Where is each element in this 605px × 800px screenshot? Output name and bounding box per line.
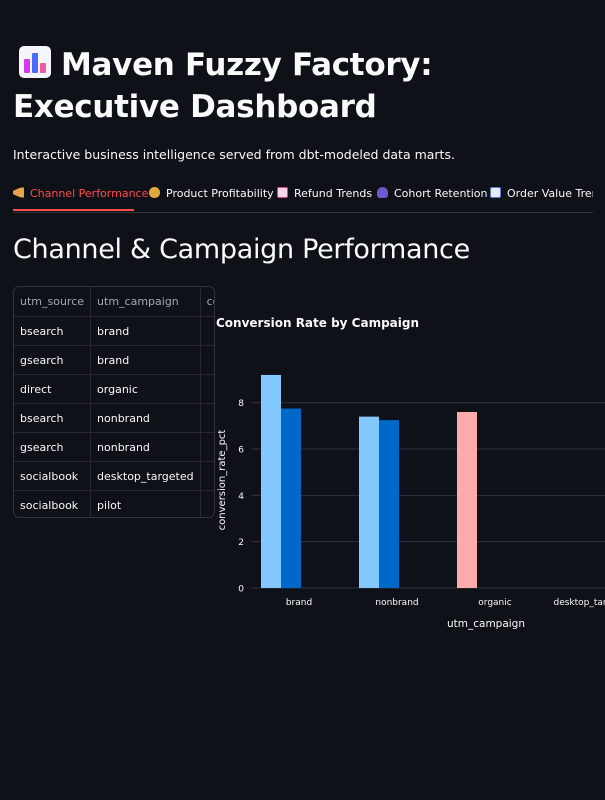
y-tick-label: 0 <box>238 585 244 595</box>
cell-utm-source[interactable]: bsearch <box>14 316 92 346</box>
bar <box>281 408 301 588</box>
chart-grid <box>251 402 605 589</box>
x-tick-label: desktop_targeted <box>553 598 605 608</box>
tab-channel-performance[interactable]: Channel Performance <box>13 182 148 210</box>
column-header-utm-source[interactable]: utm_source <box>14 287 92 317</box>
chart-ticks: 0 2 4 6 8 brand nonbrand organic desktop_targete… <box>238 399 605 608</box>
tab-label: Cohort Retention <box>394 187 488 200</box>
page-title: Maven Fuzzy Factory: Executive Dashboard <box>13 44 593 128</box>
cell-conversion-rate[interactable] <box>200 403 214 433</box>
cell-conversion-rate[interactable] <box>200 461 214 491</box>
cell-utm-campaign[interactable]: nonbrand <box>90 403 201 433</box>
table-row: gsearch nonbrand <box>14 432 214 462</box>
y-tick-label: 6 <box>238 446 244 456</box>
y-tick-label: 8 <box>238 399 244 409</box>
tab-product-profitability[interactable]: Product Profitability <box>149 182 274 210</box>
x-tick-label: nonbrand <box>375 598 418 608</box>
tab-order-value-trend[interactable]: Order Value Trend <box>490 182 593 210</box>
cell-conversion-rate[interactable] <box>200 345 214 375</box>
y-tick-label: 4 <box>238 492 244 502</box>
cell-conversion-rate[interactable] <box>200 316 214 346</box>
data-table[interactable]: utm_source utm_campaign conversion_rate_… <box>13 286 215 518</box>
tab-bar: Channel Performance Product Profitabilit… <box>13 182 593 213</box>
cell-utm-campaign[interactable]: organic <box>90 374 201 404</box>
bar-chart-icon <box>19 46 51 78</box>
chart-title: Conversion Rate by Campaign <box>216 316 419 330</box>
table-row: gsearch brand <box>14 345 214 375</box>
cell-utm-source[interactable]: direct <box>14 374 92 404</box>
chart-down-icon <box>277 187 288 198</box>
cell-conversion-rate[interactable] <box>200 374 214 404</box>
tab-label: Order Value Trend <box>507 187 593 200</box>
cell-utm-campaign[interactable]: brand <box>90 345 201 375</box>
cell-utm-campaign[interactable]: pilot <box>90 490 201 517</box>
table-row: direct organic <box>14 374 214 404</box>
cell-utm-source[interactable]: gsearch <box>14 432 92 462</box>
campaign-table: utm_source utm_campaign conversion_rate_… <box>14 287 214 517</box>
cell-conversion-rate[interactable] <box>200 432 214 462</box>
cell-utm-campaign[interactable]: desktop_targeted <box>90 461 201 491</box>
cell-utm-campaign[interactable]: nonbrand <box>90 432 201 462</box>
page-title-text: Maven Fuzzy Factory: Executive Dashboard <box>13 47 433 125</box>
table-row: bsearch nonbrand <box>14 403 214 433</box>
column-header-conversion-rate[interactable]: conversion_rate_pct <box>200 287 214 317</box>
x-tick-label: organic <box>478 598 511 608</box>
tab-label: Channel Performance <box>30 187 149 200</box>
page-subtitle: Interactive business intelligence served… <box>13 147 455 162</box>
cell-utm-source[interactable]: gsearch <box>14 345 92 375</box>
cell-conversion-rate[interactable] <box>200 490 214 517</box>
chart-bars <box>261 374 477 588</box>
cell-utm-campaign[interactable]: brand <box>90 316 201 346</box>
table-header-row: utm_source utm_campaign conversion_rate_… <box>14 287 214 317</box>
megaphone-icon <box>13 187 24 198</box>
bar <box>379 420 399 588</box>
section-title: Channel & Campaign Performance <box>13 234 470 265</box>
tab-refund-trends[interactable]: Refund Trends <box>277 182 372 210</box>
cell-utm-source[interactable]: socialbook <box>14 461 92 491</box>
bar <box>261 374 281 588</box>
chart-up-icon <box>490 187 501 198</box>
money-bag-icon <box>149 187 160 198</box>
tab-label: Product Profitability <box>166 187 274 200</box>
chart-y-axis-label: conversion_rate_pct <box>217 430 228 531</box>
bar <box>457 412 477 588</box>
chart-x-axis-label: utm_campaign <box>447 618 525 630</box>
tab-label: Refund Trends <box>294 187 373 200</box>
table-row: socialbook pilot <box>14 490 214 517</box>
active-tab-indicator <box>13 209 134 211</box>
cell-utm-source[interactable]: socialbook <box>14 490 92 517</box>
table-row: bsearch brand <box>14 316 214 346</box>
conversion-rate-chart[interactable]: Conversion Rate by Campaign conversion_r… <box>213 300 605 640</box>
chart-svg: Conversion Rate by Campaign conversion_r… <box>216 316 605 630</box>
cell-utm-source[interactable]: bsearch <box>14 403 92 433</box>
bar <box>359 416 379 588</box>
y-tick-label: 2 <box>238 538 244 548</box>
x-tick-label: brand <box>286 598 312 608</box>
people-icon <box>377 187 388 198</box>
tab-cohort-retention[interactable]: Cohort Retention <box>377 182 487 210</box>
table-row: socialbook desktop_targeted <box>14 461 214 491</box>
column-header-utm-campaign[interactable]: utm_campaign <box>90 287 201 317</box>
